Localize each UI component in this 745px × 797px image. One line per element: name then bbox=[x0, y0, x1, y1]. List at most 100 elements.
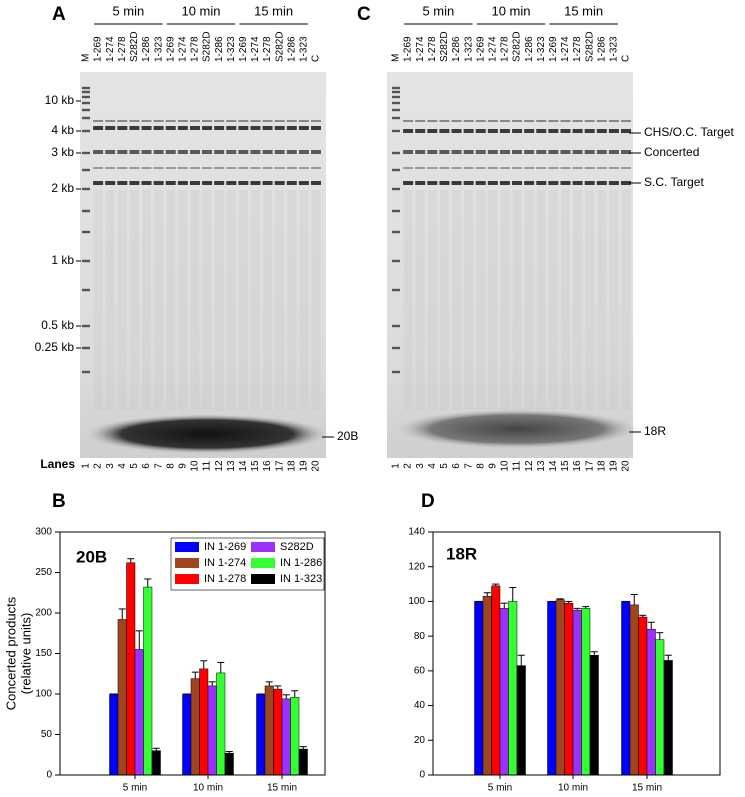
lane-smear bbox=[597, 190, 607, 410]
panel-label: B bbox=[52, 491, 66, 512]
lane-name: S282D bbox=[202, 31, 213, 62]
lane-name: 1-269 bbox=[475, 36, 486, 62]
lane-smear bbox=[560, 190, 570, 410]
lane-smear bbox=[500, 190, 510, 410]
gel-band bbox=[93, 126, 104, 130]
lane-name: 1-323 bbox=[609, 36, 620, 62]
gel-band bbox=[286, 167, 297, 169]
lane-name: 1-274 bbox=[105, 36, 116, 62]
lane-smear bbox=[190, 190, 200, 410]
gel-band bbox=[536, 150, 547, 154]
ladder-band bbox=[392, 346, 400, 350]
error-bar bbox=[225, 751, 233, 754]
lane-name: 1-323 bbox=[463, 36, 474, 62]
lane-smear bbox=[129, 190, 139, 410]
gel-band bbox=[572, 129, 583, 133]
gel-band bbox=[451, 150, 462, 154]
gel-band bbox=[560, 167, 571, 169]
ladder-band bbox=[82, 95, 90, 99]
lane-number: 4 bbox=[117, 463, 128, 469]
bar bbox=[207, 685, 217, 776]
gel-band bbox=[596, 129, 607, 133]
lane-name: 1-269 bbox=[403, 36, 414, 62]
gel-band bbox=[286, 181, 297, 185]
ladder-band bbox=[82, 129, 90, 133]
gel-band bbox=[298, 181, 309, 185]
panel-label: A bbox=[52, 4, 66, 25]
gel-band bbox=[129, 150, 140, 154]
lane-number: 9 bbox=[177, 463, 188, 469]
gel-band bbox=[608, 181, 619, 185]
ladder-band bbox=[392, 187, 400, 191]
gel-band bbox=[250, 126, 261, 130]
time-label: 15 min bbox=[254, 3, 293, 18]
gel-band bbox=[536, 181, 547, 185]
gel-band bbox=[560, 129, 571, 133]
lane-number: 11 bbox=[202, 460, 213, 471]
lane-name: 1-323 bbox=[226, 36, 237, 62]
gel-band bbox=[262, 167, 273, 169]
gel-band bbox=[274, 120, 285, 122]
lane-smear bbox=[154, 190, 164, 410]
lane-name: C bbox=[621, 55, 632, 62]
gel-band bbox=[117, 150, 128, 154]
lane-number: 10 bbox=[190, 460, 201, 472]
y-tick-label: 50 bbox=[41, 729, 53, 740]
lane-smear bbox=[573, 190, 583, 410]
lane-smear bbox=[250, 190, 260, 410]
y-tick-label: 100 bbox=[35, 689, 52, 700]
bar bbox=[629, 604, 639, 776]
gel-band bbox=[415, 181, 426, 185]
ladder-band bbox=[82, 86, 90, 90]
gel-band bbox=[524, 150, 535, 154]
lane-name: 1-269 bbox=[165, 36, 176, 62]
lane-number: 16 bbox=[572, 460, 583, 472]
gel-band bbox=[596, 181, 607, 185]
gel-band bbox=[621, 120, 631, 122]
y-tick-label: 0 bbox=[46, 770, 52, 781]
gel-band bbox=[153, 120, 164, 122]
gel-band bbox=[153, 167, 164, 169]
lane-smear bbox=[226, 190, 236, 410]
band-label: S.C. Target bbox=[644, 175, 704, 189]
gel-band bbox=[189, 120, 200, 122]
ladder-band bbox=[392, 230, 400, 234]
error-bar bbox=[556, 598, 564, 600]
ladder-band bbox=[82, 209, 90, 213]
x-tick-label: 10 min bbox=[558, 783, 588, 792]
gel-band bbox=[141, 181, 152, 185]
gel-band bbox=[596, 150, 607, 154]
gel-band bbox=[499, 150, 510, 154]
lane-number: 1 bbox=[391, 463, 402, 469]
bar bbox=[143, 586, 153, 776]
gel-band bbox=[608, 150, 619, 154]
time-label: 5 min bbox=[422, 3, 454, 18]
gel-band bbox=[572, 120, 583, 122]
lane-name: 1-274 bbox=[250, 36, 261, 62]
lane-name: 1-323 bbox=[153, 36, 164, 62]
lane-smear bbox=[238, 190, 248, 410]
bar bbox=[298, 748, 308, 776]
lane-name: 1-323 bbox=[536, 36, 547, 62]
ladder-band bbox=[82, 116, 90, 120]
lane-name: 1-278 bbox=[262, 36, 273, 62]
y-tick-label: 60 bbox=[414, 665, 426, 676]
gel-band bbox=[311, 126, 321, 130]
gel-band bbox=[165, 167, 176, 169]
lanes-label: Lanes bbox=[40, 457, 75, 471]
gel-band bbox=[403, 129, 414, 133]
gel-band bbox=[584, 181, 595, 185]
gel-band bbox=[214, 150, 225, 154]
lane-number: 17 bbox=[274, 460, 285, 472]
gel-band bbox=[548, 129, 559, 133]
gel-band bbox=[548, 120, 559, 122]
gel-band bbox=[153, 126, 164, 130]
error-bar bbox=[200, 660, 208, 669]
gel-band bbox=[584, 150, 595, 154]
y-tick-label: 120 bbox=[408, 561, 425, 572]
error-bar bbox=[152, 747, 160, 751]
bar bbox=[256, 693, 266, 776]
lane-number: 4 bbox=[427, 463, 438, 469]
legend-swatch bbox=[251, 558, 275, 568]
gel-band bbox=[250, 120, 261, 122]
